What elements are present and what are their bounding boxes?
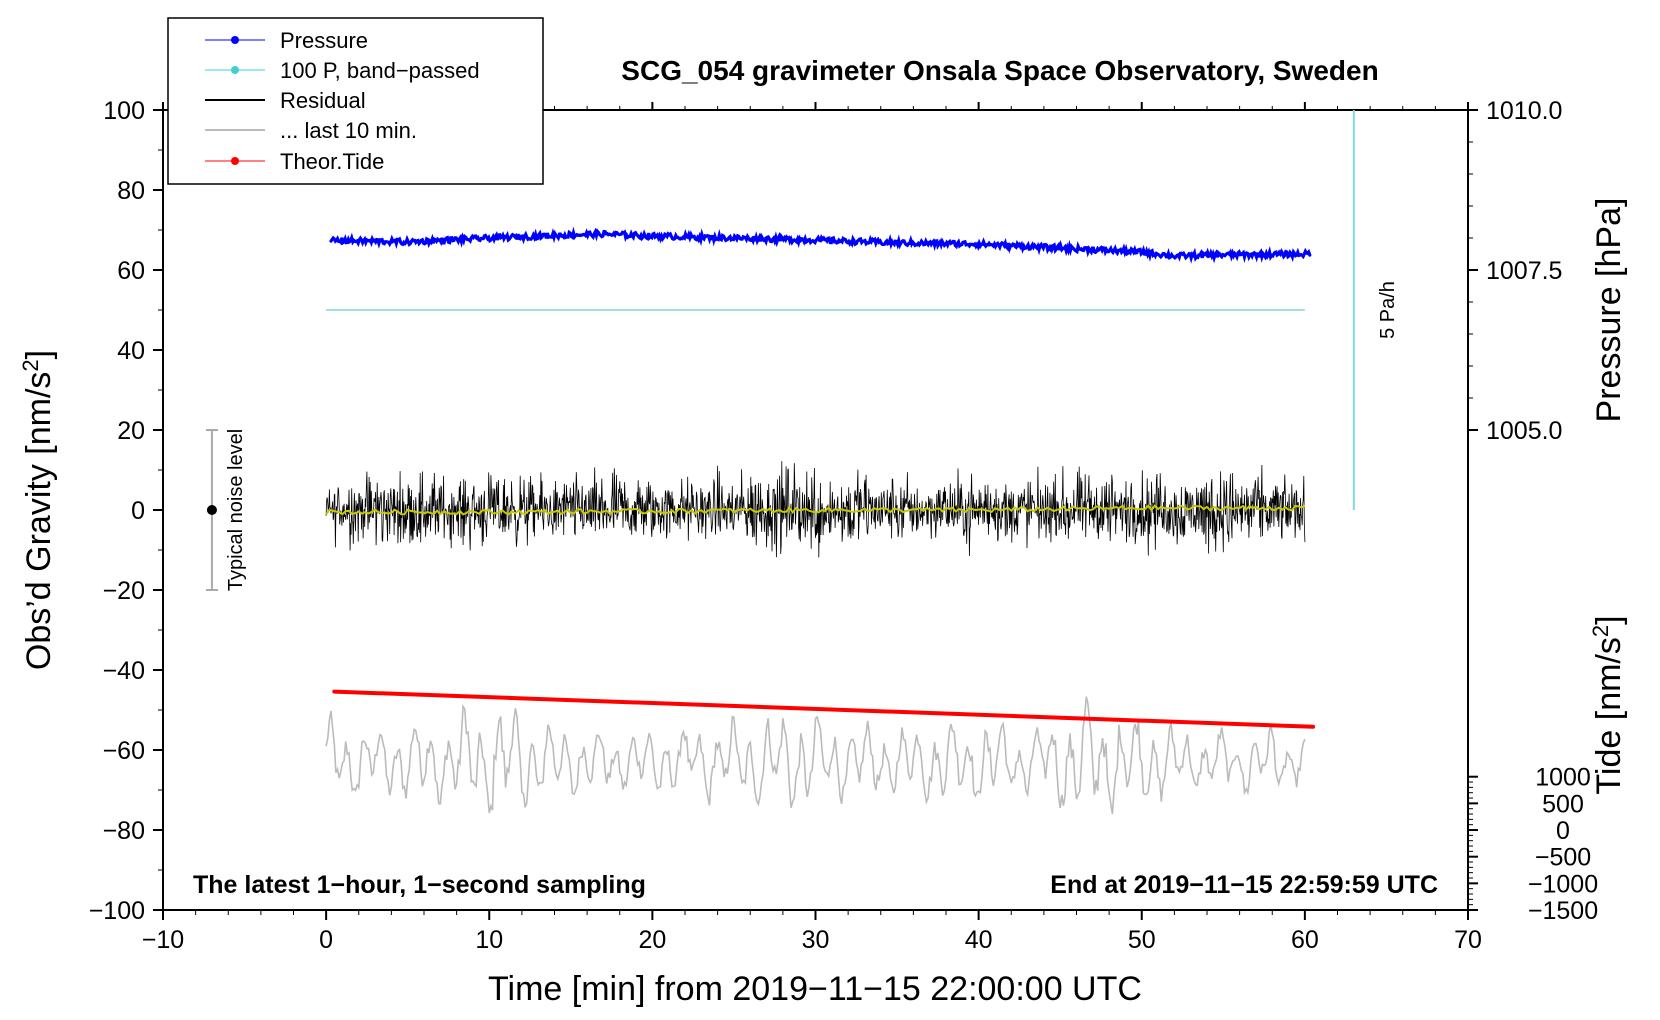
x-tick-label: 0 (319, 926, 333, 954)
x-tick-label: 20 (638, 926, 666, 954)
y-tick-label: −40 (103, 657, 145, 685)
legend-marker-tide (231, 157, 239, 165)
legend-entry-bandpassed: 100 P, band−passed (205, 58, 480, 83)
y-tick-label: −100 (89, 897, 145, 925)
x-axis: −10 0 10 20 30 40 50 60 70 (142, 102, 1482, 954)
bottom-left-note: The latest 1−hour, 1−second sampling (193, 871, 646, 899)
legend-label-last10: ... last 10 min. (280, 118, 417, 143)
x-tick-label: −10 (142, 926, 184, 954)
series-tide-line (332, 689, 1316, 729)
series-last10-line (325, 696, 1306, 815)
x-axis-title: Time [min] from 2019−11−15 22:00:00 UTC (488, 970, 1142, 1008)
legend-entry-last10: ... last 10 min. (205, 118, 417, 143)
pressure-tick-label: 1010.0 (1486, 97, 1562, 125)
legend-label-residual: Residual (280, 88, 366, 113)
tide-tick-label: 0 (1556, 817, 1570, 845)
y-tick-label: 60 (117, 257, 145, 285)
y-tick-label: 40 (117, 337, 145, 365)
plot-series (325, 226, 1316, 815)
series-residual-line (325, 461, 1306, 558)
tide-tick-label: 1000 (1535, 764, 1591, 792)
tide-tick-label: −1500 (1528, 897, 1598, 925)
y-tick-label: 20 (117, 417, 145, 445)
legend-entry-tide: Theor.Tide (205, 149, 384, 174)
legend-label-tide: Theor.Tide (280, 149, 384, 174)
rate-scale-bar: 5 Pa/h (1352, 110, 1399, 510)
legend-marker-bandpassed (231, 66, 239, 74)
x-tick-label: 30 (802, 926, 830, 954)
x-tick-label: 10 (475, 926, 503, 954)
y-tick-label: 0 (131, 497, 145, 525)
scale-bar-label: 5 Pa/h (1377, 281, 1399, 339)
noise-dot (206, 505, 217, 515)
series-pressure-line (329, 226, 1312, 264)
legend-entry-residual: Residual (205, 88, 366, 113)
y-axis-title-left: Obs’d Gravity [nm/s2] (18, 350, 58, 670)
legend-label-bandpassed: 100 P, band−passed (280, 58, 480, 83)
chart-title: SCG_054 gravimeter Onsala Space Observat… (621, 55, 1378, 86)
legend: Pressure 100 P, band−passed Residual ...… (167, 17, 544, 185)
pressure-tick-label: 1005.0 (1486, 417, 1562, 445)
tide-tick-label: −500 (1535, 844, 1591, 872)
x-tick-label: 50 (1128, 926, 1156, 954)
pressure-tick-label: 1007.5 (1486, 257, 1562, 285)
y-tick-label: 100 (103, 97, 145, 125)
y-axis-title-pressure: Pressure [hPa] (1590, 198, 1628, 423)
typical-noise-indicator: Typical noise level (205, 429, 247, 591)
bottom-right-note: End at 2019−11−15 22:59:59 UTC (1050, 871, 1438, 899)
legend-label-pressure: Pressure (280, 28, 368, 53)
tide-tick-label: 500 (1542, 790, 1584, 818)
legend-entry-pressure: Pressure (205, 28, 368, 53)
x-tick-label: 70 (1454, 926, 1482, 954)
x-tick-label: 60 (1291, 926, 1319, 954)
series-residual-smoothed-line (325, 504, 1306, 516)
y-tick-label: −80 (103, 817, 145, 845)
noise-label: Typical noise level (225, 429, 247, 591)
tide-tick-label: −1000 (1528, 870, 1598, 898)
y-tick-label: −20 (103, 577, 145, 605)
y-tick-label: 80 (117, 177, 145, 205)
legend-marker-pressure (231, 36, 239, 44)
y-axis-title-tide: Tide [nm/s2] (1588, 615, 1628, 794)
x-tick-label: 40 (965, 926, 993, 954)
y-tick-label: −60 (103, 737, 145, 765)
y-axis-left: −100 −80 −60 −40 −20 0 20 40 60 80 100 (89, 97, 163, 925)
